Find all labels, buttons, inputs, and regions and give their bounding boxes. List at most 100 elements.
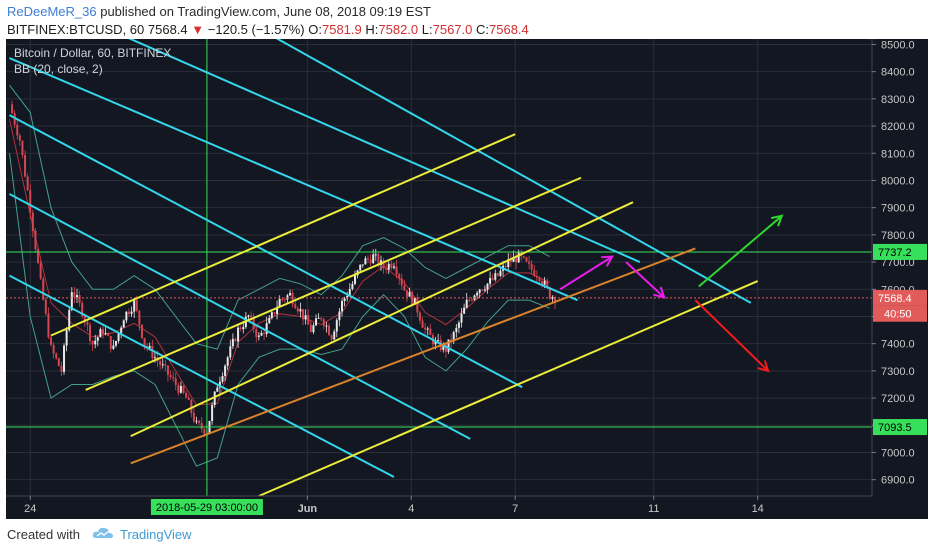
candle-body xyxy=(359,264,362,271)
candle-body xyxy=(151,346,154,358)
candle-body xyxy=(185,392,188,398)
candle-body xyxy=(26,176,29,190)
candle-body xyxy=(481,289,484,291)
down-channel-line xyxy=(128,39,641,263)
candle-body xyxy=(361,264,364,266)
candle-body xyxy=(86,322,89,325)
candle-body xyxy=(133,300,136,312)
candle-body xyxy=(390,263,393,268)
ohlc-line: BITFINEX:BTCUSD, 60 7568.4 ▼ −120.5 (−1.… xyxy=(7,22,529,37)
candle-body xyxy=(499,270,502,276)
candle-body xyxy=(11,104,14,114)
candle-body xyxy=(198,420,201,424)
author-link[interactable]: ReDeeMeR_36 xyxy=(7,4,97,19)
brand-label: TradingView xyxy=(120,527,192,542)
level-price-box xyxy=(873,419,927,436)
candle-body xyxy=(268,317,271,324)
tradingview-brand[interactable]: TradingView xyxy=(92,525,192,542)
chart-title: Bitcoin / Dollar, 60, BITFINEX xyxy=(14,46,171,60)
chart-area[interactable]: 8500.0 8400.0 8300.0 8200.0 8100.0 8000.0 7900… xyxy=(6,39,928,519)
price-chart[interactable]: 8500.0 8400.0 8300.0 8200.0 8100.0 8000.0 7900… xyxy=(6,39,928,519)
candle-body xyxy=(455,327,458,332)
time-axis-tick-label: 11 xyxy=(648,503,659,515)
candle-body xyxy=(52,344,55,354)
price-change: −120.5 (−1.57%) xyxy=(207,22,305,37)
candle-body xyxy=(418,312,421,321)
candle-body xyxy=(29,189,32,213)
candle-body xyxy=(218,381,221,388)
candle-body xyxy=(457,322,460,328)
candle-body xyxy=(31,212,34,231)
candle-body xyxy=(369,259,372,264)
candle-body xyxy=(283,299,286,301)
candle-body xyxy=(478,289,481,293)
candle-body xyxy=(551,297,554,299)
candle-body xyxy=(125,311,128,321)
candle-body xyxy=(512,257,515,262)
candle-body xyxy=(265,323,268,334)
candle-body xyxy=(372,254,375,264)
candle-body xyxy=(263,332,266,334)
cloud-logo-icon xyxy=(92,527,113,538)
candle-body xyxy=(309,324,312,333)
high-label: H: xyxy=(365,22,379,37)
candle-body xyxy=(434,340,437,345)
candle-body xyxy=(179,385,182,393)
crosshair-time-box xyxy=(150,499,263,515)
time-axis-tick-label: 7 xyxy=(512,503,518,515)
candle-body xyxy=(130,311,133,314)
candle-body xyxy=(392,266,395,268)
candle-body xyxy=(101,329,104,334)
candle-body xyxy=(239,327,242,330)
candle-body xyxy=(426,328,429,330)
candle-body xyxy=(104,333,107,335)
forecast-arrow-head xyxy=(601,255,614,267)
price-axis-tick-label: 8200.0 xyxy=(881,121,915,133)
candle-body xyxy=(405,290,408,297)
candle-body xyxy=(65,330,68,346)
candle-body xyxy=(304,315,307,320)
candle-body xyxy=(42,278,45,300)
forecast-arrow xyxy=(559,255,613,291)
candle-body xyxy=(476,292,479,296)
candle-body xyxy=(538,277,541,282)
last-price-label: 7568.4 xyxy=(878,293,912,305)
candle-body xyxy=(99,329,102,338)
candle-body xyxy=(341,300,344,312)
candle-body xyxy=(109,335,112,349)
indicator-legend: BB (20, close, 2) xyxy=(14,62,103,76)
bb-upper-band xyxy=(9,84,551,350)
candle-body xyxy=(463,307,466,314)
candle-body xyxy=(70,292,73,311)
chart-header: ReDeeMeR_36 published on TradingView.com… xyxy=(0,0,932,40)
candle-body xyxy=(504,265,507,268)
candle-body xyxy=(320,317,323,320)
candle-body xyxy=(276,307,279,314)
candle-body xyxy=(37,249,40,263)
price-axis-tick-label: 8000.0 xyxy=(881,175,915,187)
candle-body xyxy=(494,273,497,280)
candle-body xyxy=(460,313,463,323)
last-price-box xyxy=(873,289,927,306)
candle-body xyxy=(548,287,551,299)
down-channel-line xyxy=(9,57,578,302)
open-label: O: xyxy=(308,22,322,37)
candle-body xyxy=(192,412,195,422)
time-axis-tick-label: 14 xyxy=(752,503,764,515)
candle-body xyxy=(333,331,336,340)
candle-body xyxy=(114,341,117,346)
candle-body xyxy=(177,385,180,393)
candle-body xyxy=(395,266,398,275)
candle-body xyxy=(296,308,299,312)
level-price-label: 7093.5 xyxy=(878,422,912,434)
candle-body xyxy=(44,299,47,314)
candle-body xyxy=(159,361,162,365)
up-channel-line xyxy=(258,280,759,496)
candle-body xyxy=(385,268,388,270)
up-channel-line xyxy=(50,133,516,337)
candle-body xyxy=(174,378,177,386)
countdown-label: 40:50 xyxy=(884,309,912,321)
forecast-arrow xyxy=(698,215,783,288)
candle-body xyxy=(411,292,414,305)
candle-body xyxy=(366,258,369,260)
